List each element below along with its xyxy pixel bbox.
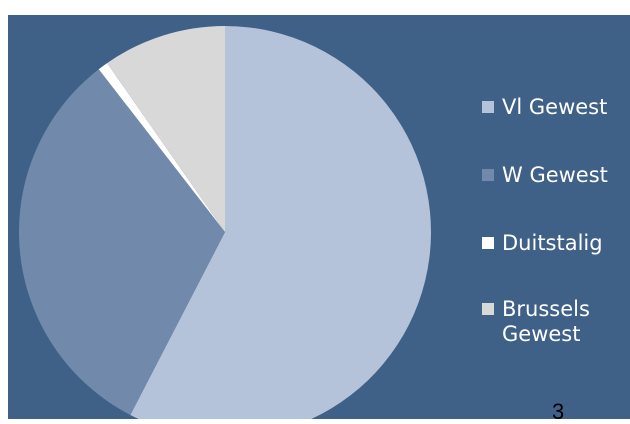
pie-slice-brussels-gewest bbox=[107, 25, 225, 232]
page-number: 3 bbox=[552, 399, 565, 424]
pie-slice-duitstalig bbox=[98, 63, 225, 233]
legend-label-vl-gewest: Vl Gewest bbox=[502, 95, 608, 119]
legend-label-brussels-gewest: Brussels Gewest bbox=[502, 297, 590, 346]
legend-label-duitstalig: Duitstalig bbox=[502, 231, 603, 255]
legend-swatch-vl-gewest bbox=[482, 101, 494, 113]
pie-chart bbox=[18, 25, 431, 419]
slide-background: Vl Gewest W Gewest Duitstalig Brussels G… bbox=[8, 15, 630, 419]
pie-slice-vl-gewest bbox=[130, 26, 431, 419]
pie-slice-w-gewest bbox=[18, 69, 226, 415]
legend-label-w-gewest: W Gewest bbox=[502, 163, 608, 187]
legend-swatch-duitstalig bbox=[482, 237, 494, 249]
legend-swatch-w-gewest bbox=[482, 169, 494, 181]
legend-swatch-brussels-gewest bbox=[482, 303, 494, 315]
